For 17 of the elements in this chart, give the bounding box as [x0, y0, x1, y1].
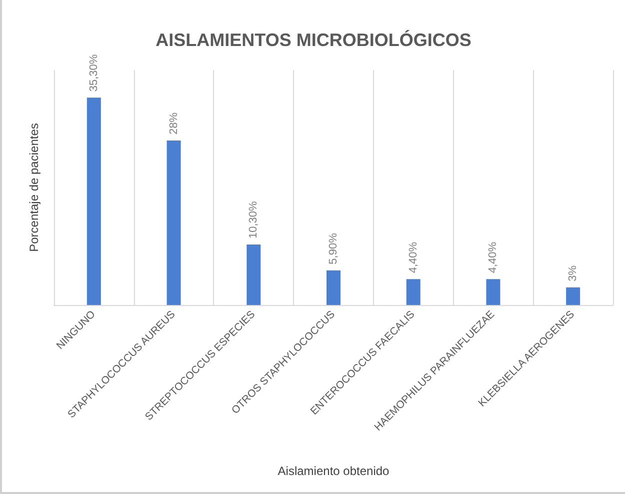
- data-label: 35,30%: [88, 54, 100, 92]
- bar: [406, 279, 420, 305]
- bar: [486, 279, 500, 305]
- x-axis-title: Aislamiento obtenido: [278, 464, 390, 478]
- data-label: 4,40%: [407, 242, 420, 274]
- data-label: 4,40%: [487, 242, 500, 274]
- data-label: 3%: [567, 265, 580, 282]
- bar: [246, 244, 261, 305]
- bar: [566, 287, 580, 305]
- bar: [326, 270, 340, 305]
- chart-title: AISLAMIENTOS MICROBIOLÓGICOS: [156, 30, 472, 50]
- bar: [166, 140, 181, 305]
- y-axis-title: Porcentaje de pacientes: [27, 123, 41, 252]
- data-label: 28%: [168, 112, 180, 134]
- data-label: 5,90%: [328, 232, 340, 264]
- data-label: 10,30%: [248, 200, 260, 238]
- bar: [86, 98, 101, 305]
